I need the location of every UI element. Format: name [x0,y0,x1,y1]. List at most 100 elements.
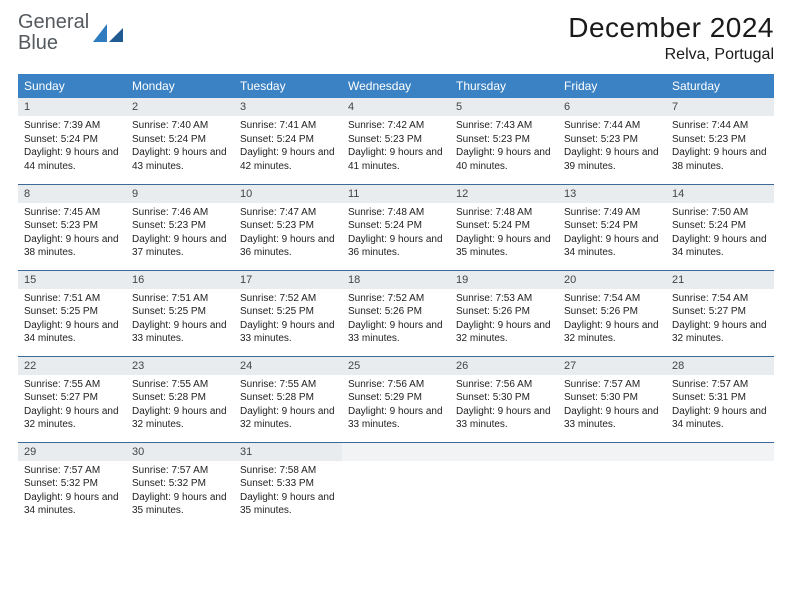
day-details: Sunrise: 7:49 AMSunset: 5:24 PMDaylight:… [558,203,666,264]
month-title: December 2024 [568,12,774,44]
day-details: Sunrise: 7:41 AMSunset: 5:24 PMDaylight:… [234,116,342,177]
day-number: 12 [450,185,558,203]
weekday-header: Monday [126,74,234,98]
day-number: 25 [342,357,450,375]
calendar-day: 15Sunrise: 7:51 AMSunset: 5:25 PMDayligh… [18,270,126,356]
calendar-day: 4Sunrise: 7:42 AMSunset: 5:23 PMDaylight… [342,98,450,184]
calendar-day: 22Sunrise: 7:55 AMSunset: 5:27 PMDayligh… [18,356,126,442]
day-details: Sunrise: 7:48 AMSunset: 5:24 PMDaylight:… [450,203,558,264]
calendar-day: .. [558,442,666,528]
day-details: Sunrise: 7:51 AMSunset: 5:25 PMDaylight:… [18,289,126,350]
brand-logo: General Blue [18,12,123,54]
calendar-day: 26Sunrise: 7:56 AMSunset: 5:30 PMDayligh… [450,356,558,442]
calendar-day: 7Sunrise: 7:44 AMSunset: 5:23 PMDaylight… [666,98,774,184]
weekday-header: Friday [558,74,666,98]
calendar-day: 2Sunrise: 7:40 AMSunset: 5:24 PMDaylight… [126,98,234,184]
calendar-day: 31Sunrise: 7:58 AMSunset: 5:33 PMDayligh… [234,442,342,528]
weekday-header: Thursday [450,74,558,98]
day-number: 7 [666,98,774,116]
day-number: 18 [342,271,450,289]
calendar-day: 9Sunrise: 7:46 AMSunset: 5:23 PMDaylight… [126,184,234,270]
day-details: Sunrise: 7:39 AMSunset: 5:24 PMDaylight:… [18,116,126,177]
day-details: Sunrise: 7:57 AMSunset: 5:32 PMDaylight:… [126,461,234,522]
day-details: Sunrise: 7:44 AMSunset: 5:23 PMDaylight:… [558,116,666,177]
day-details: Sunrise: 7:56 AMSunset: 5:29 PMDaylight:… [342,375,450,436]
day-details: Sunrise: 7:55 AMSunset: 5:28 PMDaylight:… [234,375,342,436]
calendar-day: 10Sunrise: 7:47 AMSunset: 5:23 PMDayligh… [234,184,342,270]
day-details: Sunrise: 7:57 AMSunset: 5:31 PMDaylight:… [666,375,774,436]
day-details: Sunrise: 7:54 AMSunset: 5:26 PMDaylight:… [558,289,666,350]
day-number: 28 [666,357,774,375]
weekday-header: Sunday [18,74,126,98]
day-number: 10 [234,185,342,203]
brand-word-2: Blue [18,32,58,54]
calendar-day: 3Sunrise: 7:41 AMSunset: 5:24 PMDaylight… [234,98,342,184]
calendar-day: 19Sunrise: 7:53 AMSunset: 5:26 PMDayligh… [450,270,558,356]
day-details: Sunrise: 7:44 AMSunset: 5:23 PMDaylight:… [666,116,774,177]
day-number: 13 [558,185,666,203]
day-number: 11 [342,185,450,203]
brand-word-1: General [18,11,89,33]
day-details: Sunrise: 7:55 AMSunset: 5:27 PMDaylight:… [18,375,126,436]
calendar-day: .. [342,442,450,528]
weekday-header: Tuesday [234,74,342,98]
day-details: Sunrise: 7:53 AMSunset: 5:26 PMDaylight:… [450,289,558,350]
weekday-header: Saturday [666,74,774,98]
day-details: Sunrise: 7:40 AMSunset: 5:24 PMDaylight:… [126,116,234,177]
calendar-day: 29Sunrise: 7:57 AMSunset: 5:32 PMDayligh… [18,442,126,528]
day-details: Sunrise: 7:51 AMSunset: 5:25 PMDaylight:… [126,289,234,350]
day-number: 17 [234,271,342,289]
day-details: Sunrise: 7:42 AMSunset: 5:23 PMDaylight:… [342,116,450,177]
weekday-header: Wednesday [342,74,450,98]
day-number: 8 [18,185,126,203]
day-number: 1 [18,98,126,116]
day-number: 16 [126,271,234,289]
calendar-day: 20Sunrise: 7:54 AMSunset: 5:26 PMDayligh… [558,270,666,356]
day-number: 21 [666,271,774,289]
day-number: 6 [558,98,666,116]
calendar-day: 13Sunrise: 7:49 AMSunset: 5:24 PMDayligh… [558,184,666,270]
day-details: Sunrise: 7:45 AMSunset: 5:23 PMDaylight:… [18,203,126,264]
calendar-day: 6Sunrise: 7:44 AMSunset: 5:23 PMDaylight… [558,98,666,184]
day-details: Sunrise: 7:55 AMSunset: 5:28 PMDaylight:… [126,375,234,436]
day-details: Sunrise: 7:50 AMSunset: 5:24 PMDaylight:… [666,203,774,264]
calendar-day: 17Sunrise: 7:52 AMSunset: 5:25 PMDayligh… [234,270,342,356]
calendar-day: 5Sunrise: 7:43 AMSunset: 5:23 PMDaylight… [450,98,558,184]
day-number: 5 [450,98,558,116]
day-details: Sunrise: 7:43 AMSunset: 5:23 PMDaylight:… [450,116,558,177]
day-number: 14 [666,185,774,203]
day-number: 31 [234,443,342,461]
calendar-day: .. [450,442,558,528]
day-number: 22 [18,357,126,375]
day-details: Sunrise: 7:56 AMSunset: 5:30 PMDaylight:… [450,375,558,436]
header: General Blue December 2024 Relva, Portug… [18,12,774,64]
day-number: 23 [126,357,234,375]
day-number: 26 [450,357,558,375]
day-number: 19 [450,271,558,289]
calendar-day: 28Sunrise: 7:57 AMSunset: 5:31 PMDayligh… [666,356,774,442]
day-details: Sunrise: 7:52 AMSunset: 5:26 PMDaylight:… [342,289,450,350]
day-details: Sunrise: 7:46 AMSunset: 5:23 PMDaylight:… [126,203,234,264]
day-number: 30 [126,443,234,461]
day-details: Sunrise: 7:48 AMSunset: 5:24 PMDaylight:… [342,203,450,264]
calendar-day: 27Sunrise: 7:57 AMSunset: 5:30 PMDayligh… [558,356,666,442]
calendar-day: 24Sunrise: 7:55 AMSunset: 5:28 PMDayligh… [234,356,342,442]
day-number: 2 [126,98,234,116]
day-details: Sunrise: 7:58 AMSunset: 5:33 PMDaylight:… [234,461,342,522]
calendar-day: 11Sunrise: 7:48 AMSunset: 5:24 PMDayligh… [342,184,450,270]
day-number: 9 [126,185,234,203]
location: Relva, Portugal [568,46,774,64]
day-number: 15 [18,271,126,289]
calendar-day: 18Sunrise: 7:52 AMSunset: 5:26 PMDayligh… [342,270,450,356]
day-number: 24 [234,357,342,375]
day-number: 4 [342,98,450,116]
day-number: 29 [18,443,126,461]
calendar-day: .. [666,442,774,528]
calendar-day: 30Sunrise: 7:57 AMSunset: 5:32 PMDayligh… [126,442,234,528]
calendar-table: SundayMondayTuesdayWednesdayThursdayFrid… [18,74,774,528]
day-details: Sunrise: 7:54 AMSunset: 5:27 PMDaylight:… [666,289,774,350]
day-number: 20 [558,271,666,289]
calendar-day: 23Sunrise: 7:55 AMSunset: 5:28 PMDayligh… [126,356,234,442]
calendar-day: 16Sunrise: 7:51 AMSunset: 5:25 PMDayligh… [126,270,234,356]
sail-icon [93,24,123,42]
